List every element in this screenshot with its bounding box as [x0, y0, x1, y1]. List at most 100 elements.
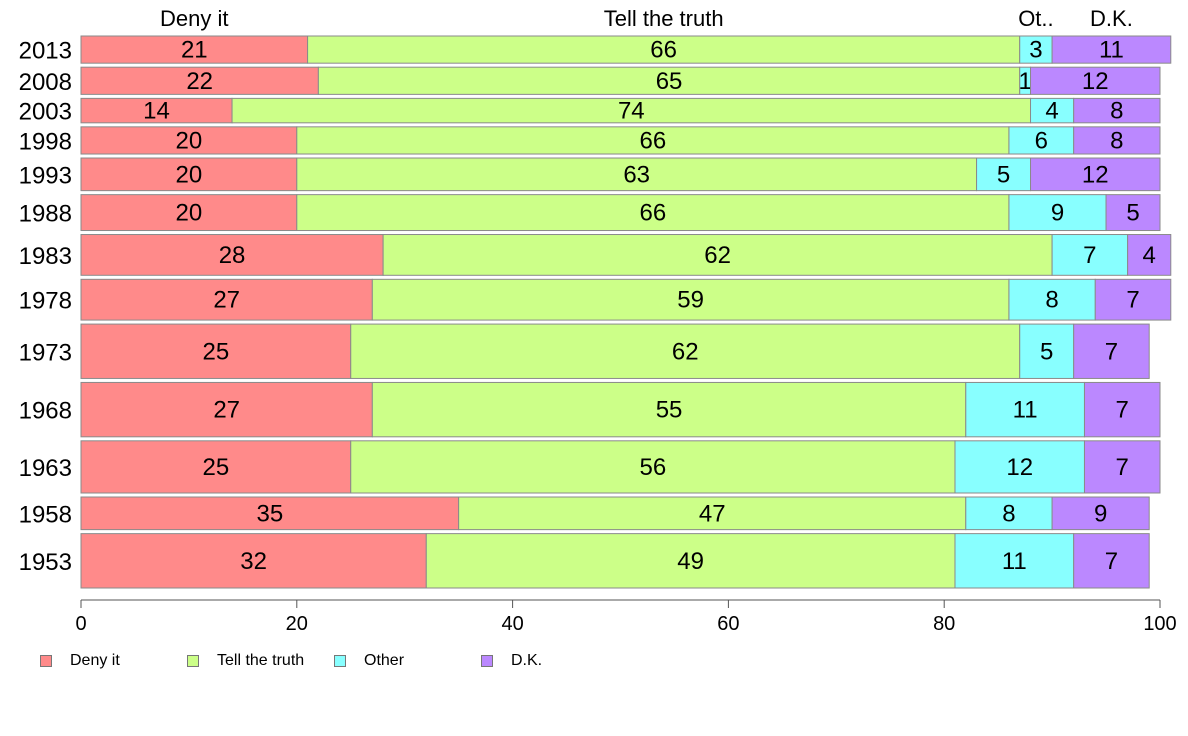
y-tick-label-1958: 1958: [19, 501, 72, 528]
column-header-1: Tell the truth: [604, 6, 724, 31]
bar-segment-2013-0: [80, 35, 309, 64]
bar-segment-1983-1: [382, 234, 1053, 276]
legend-item-deny: Deny it: [40, 652, 120, 670]
bar-segment-2013-2: [1019, 35, 1053, 64]
data-label-1968-3: 7: [1116, 397, 1129, 424]
bar-segment-1973-1: [350, 323, 1021, 379]
bar-segment-1958-3: [1051, 496, 1150, 531]
data-label-1963-2: 12: [1006, 454, 1033, 481]
bar-segment-1968-3: [1083, 381, 1161, 438]
data-label-1988-2: 9: [1051, 200, 1064, 227]
bar-segment-1978-1: [371, 278, 1010, 321]
legend-label-dk: D.K.: [511, 652, 543, 669]
data-label-2003-3: 8: [1110, 98, 1123, 125]
data-label-2008-3: 12: [1082, 68, 1109, 95]
data-label-2013-0: 21: [181, 37, 208, 64]
data-label-1988-1: 66: [640, 200, 667, 227]
bar-segment-1958-2: [965, 496, 1053, 531]
bar-segment-1988-3: [1105, 194, 1161, 232]
bar-segment-1963-1: [350, 440, 956, 494]
data-label-1978-0: 27: [213, 287, 240, 314]
bar-segment-1978-2: [1008, 278, 1096, 321]
bar-segment-1998-2: [1008, 126, 1075, 155]
bar-segment-2013-3: [1051, 35, 1172, 64]
y-tick-label-1983: 1983: [19, 243, 72, 270]
data-label-1988-3: 5: [1126, 200, 1139, 227]
y-tick-label-1993: 1993: [19, 162, 72, 189]
data-label-2013-2: 3: [1029, 37, 1042, 64]
x-tick-label-100: 100: [1143, 613, 1176, 635]
data-label-2013-1: 66: [650, 37, 677, 64]
data-label-1973-3: 7: [1105, 338, 1118, 365]
data-label-1998-0: 20: [176, 127, 203, 154]
column-header-2: Ot..: [1018, 6, 1053, 31]
legend-item-truth: Tell the truth: [187, 652, 304, 670]
bar-segment-2008-3: [1030, 66, 1161, 95]
bar-segment-2003-2: [1030, 97, 1075, 124]
data-label-1958-0: 35: [256, 500, 283, 527]
data-label-1968-0: 27: [213, 397, 240, 424]
bar-segment-1978-3: [1094, 278, 1172, 321]
bar-segment-1968-2: [965, 381, 1085, 438]
bar-segment-1998-3: [1073, 126, 1161, 155]
data-label-1993-3: 12: [1082, 161, 1109, 188]
y-tick-label-1963: 1963: [19, 455, 72, 482]
data-label-2003-0: 14: [143, 98, 170, 125]
y-tick-label-1978: 1978: [19, 288, 72, 315]
x-tick-label-0: 0: [75, 613, 86, 635]
bar-segment-2003-3: [1073, 97, 1161, 124]
data-label-1968-2: 11: [1013, 397, 1038, 424]
bar-segment-1993-2: [976, 157, 1032, 192]
data-label-1998-2: 6: [1035, 127, 1048, 154]
data-label-2003-2: 4: [1045, 98, 1058, 125]
legend-item-dk: D.K.: [481, 652, 542, 670]
data-label-1953-0: 32: [240, 548, 267, 575]
legend-item-other: Other: [334, 652, 404, 670]
data-label-1958-2: 8: [1002, 500, 1015, 527]
data-label-1988-0: 20: [176, 200, 203, 227]
data-label-1993-0: 20: [176, 161, 203, 188]
bar-segment-1978-0: [80, 278, 373, 321]
legend: Deny it Tell the truth Other D.K.: [0, 652, 1188, 676]
x-tick-label-40: 40: [501, 613, 523, 635]
data-label-2008-2: 1: [1018, 68, 1031, 95]
column-header-3: D.K.: [1090, 6, 1133, 31]
data-label-1998-3: 8: [1110, 127, 1123, 154]
bar-segment-2003-0: [80, 97, 233, 124]
y-tick-label-1998: 1998: [19, 128, 72, 155]
data-label-1978-1: 59: [677, 287, 704, 314]
y-tick-label-1973: 1973: [19, 339, 72, 366]
data-label-1958-3: 9: [1094, 500, 1107, 527]
legend-label-other: Other: [364, 652, 405, 669]
y-tick-label-2013: 2013: [19, 38, 72, 65]
bar-segment-1993-3: [1030, 157, 1161, 192]
bar-segment-1983-0: [80, 234, 384, 276]
x-tick-label-60: 60: [717, 613, 739, 635]
data-label-1953-3: 7: [1105, 548, 1118, 575]
data-label-2008-0: 22: [186, 68, 213, 95]
bar-segment-1988-2: [1008, 194, 1107, 232]
bar-segment-1998-1: [296, 126, 1010, 155]
legend-swatch-dk: [481, 655, 493, 667]
bar-segment-1973-0: [80, 323, 352, 379]
x-tick-label-80: 80: [933, 613, 955, 635]
legend-swatch-other: [334, 655, 346, 667]
bar-segment-1953-0: [80, 533, 427, 589]
data-label-1953-1: 49: [677, 548, 704, 575]
legend-label-deny: Deny it: [70, 652, 120, 669]
data-label-1963-3: 7: [1116, 454, 1129, 481]
y-tick-label-2003: 2003: [19, 99, 72, 126]
data-label-1963-1: 56: [640, 454, 667, 481]
data-label-2003-1: 74: [618, 98, 645, 125]
data-label-1983-2: 7: [1083, 242, 1096, 269]
bar-segment-1963-3: [1083, 440, 1161, 494]
bar-segment-2008-0: [80, 66, 319, 95]
data-label-1978-2: 8: [1045, 287, 1058, 314]
data-label-1983-1: 62: [704, 242, 731, 269]
x-tick-label-20: 20: [286, 613, 308, 635]
bar-segment-2013-1: [307, 35, 1021, 64]
data-label-1983-0: 28: [219, 242, 246, 269]
x-axis: 0 20 40 60 80 100: [75, 599, 1177, 635]
